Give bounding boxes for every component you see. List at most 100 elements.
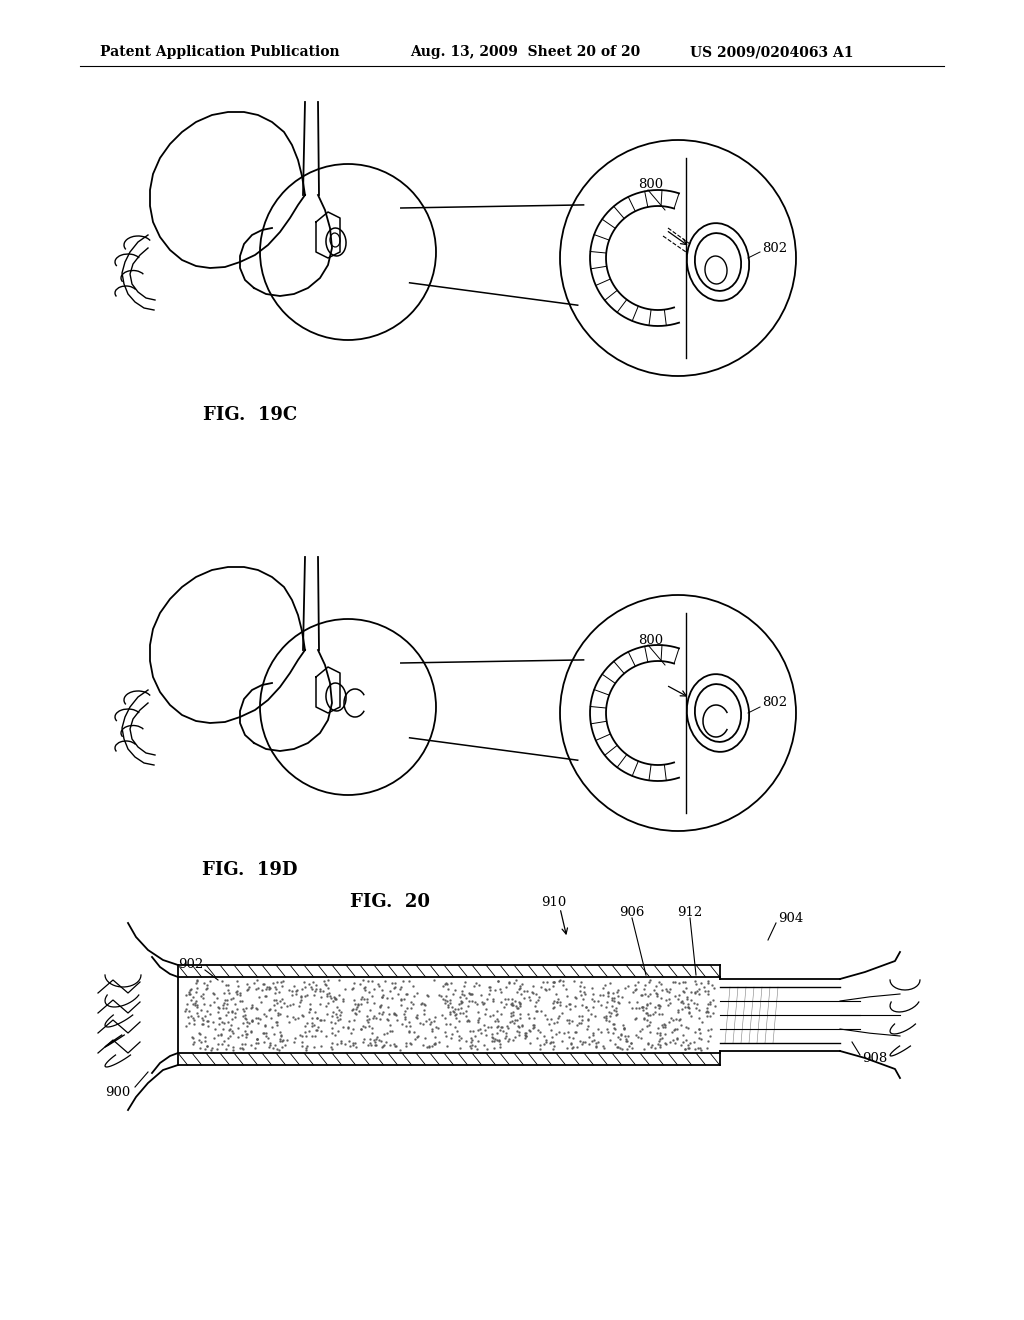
Point <box>200 1011 216 1032</box>
Point <box>298 985 314 1006</box>
Point <box>372 995 388 1016</box>
Point <box>621 991 637 1012</box>
Point <box>273 997 290 1018</box>
Point <box>509 1020 525 1041</box>
Point <box>418 1010 434 1031</box>
Point <box>335 990 351 1011</box>
Point <box>490 1030 507 1051</box>
Point <box>467 1026 483 1047</box>
Point <box>279 1030 295 1051</box>
Point <box>516 1028 532 1049</box>
Point <box>281 979 297 1001</box>
Point <box>562 994 579 1015</box>
Point <box>195 1007 211 1028</box>
Point <box>545 993 561 1014</box>
Point <box>365 1018 381 1039</box>
Point <box>237 1034 253 1055</box>
Point <box>485 1030 502 1051</box>
Point <box>287 1028 303 1049</box>
Point <box>206 1027 222 1048</box>
Point <box>387 1036 403 1057</box>
Point <box>369 1035 385 1056</box>
Point <box>220 1002 237 1023</box>
Point <box>572 1012 589 1034</box>
Point <box>238 1027 254 1048</box>
Point <box>315 970 332 991</box>
Point <box>699 1001 716 1022</box>
Point <box>608 1005 625 1026</box>
Point <box>464 983 480 1005</box>
Point <box>442 990 459 1011</box>
Point <box>628 1024 644 1045</box>
Point <box>525 1008 542 1030</box>
Point <box>362 1035 379 1056</box>
Point <box>296 986 312 1007</box>
Point <box>452 986 468 1007</box>
Point <box>688 994 705 1015</box>
Point <box>551 1006 567 1027</box>
Point <box>503 1006 519 1027</box>
Point <box>652 1035 669 1056</box>
Point <box>217 1005 233 1026</box>
Point <box>394 1014 411 1035</box>
Point <box>609 1005 626 1026</box>
Point <box>562 998 579 1019</box>
Point <box>343 1023 359 1044</box>
Point <box>330 1010 346 1031</box>
Point <box>539 972 555 993</box>
Point <box>595 977 611 998</box>
Point <box>317 995 334 1016</box>
Point <box>462 1020 478 1041</box>
Point <box>507 990 523 1011</box>
Point <box>247 1038 263 1059</box>
Point <box>267 982 284 1003</box>
Point <box>340 1018 356 1039</box>
Point <box>376 1024 392 1045</box>
Point <box>348 1003 365 1024</box>
Point <box>486 1028 503 1049</box>
Point <box>675 981 691 1002</box>
Point <box>421 1035 437 1056</box>
Point <box>274 1038 291 1059</box>
Point <box>219 974 236 995</box>
Point <box>676 997 692 1018</box>
Point <box>678 977 694 998</box>
Point <box>271 1030 288 1051</box>
Point <box>691 1018 708 1039</box>
Point <box>386 977 402 998</box>
Point <box>445 1002 462 1023</box>
Point <box>221 1019 238 1040</box>
Point <box>195 1014 211 1035</box>
Point <box>276 993 293 1014</box>
Point <box>290 1007 306 1028</box>
Point <box>648 1023 665 1044</box>
Point <box>438 1035 455 1056</box>
Point <box>679 997 695 1018</box>
Point <box>430 1018 446 1039</box>
Point <box>384 973 400 994</box>
Point <box>649 995 666 1016</box>
Point <box>404 994 421 1015</box>
Point <box>353 1019 370 1040</box>
Point <box>206 983 222 1005</box>
Point <box>550 1007 566 1028</box>
Point <box>256 1003 272 1024</box>
Point <box>546 972 562 993</box>
Point <box>489 1015 506 1036</box>
Point <box>526 1016 543 1038</box>
Point <box>248 1032 264 1053</box>
Point <box>642 1022 658 1043</box>
Point <box>525 1014 542 1035</box>
Point <box>353 993 370 1014</box>
Point <box>228 998 245 1019</box>
Point <box>239 1011 255 1032</box>
Point <box>671 985 687 1006</box>
Point <box>333 1031 349 1052</box>
Point <box>379 1023 395 1044</box>
Point <box>197 1039 213 1060</box>
Point <box>635 999 651 1020</box>
Point <box>279 995 295 1016</box>
Point <box>286 975 302 997</box>
Point <box>331 970 347 991</box>
Point <box>439 978 456 999</box>
